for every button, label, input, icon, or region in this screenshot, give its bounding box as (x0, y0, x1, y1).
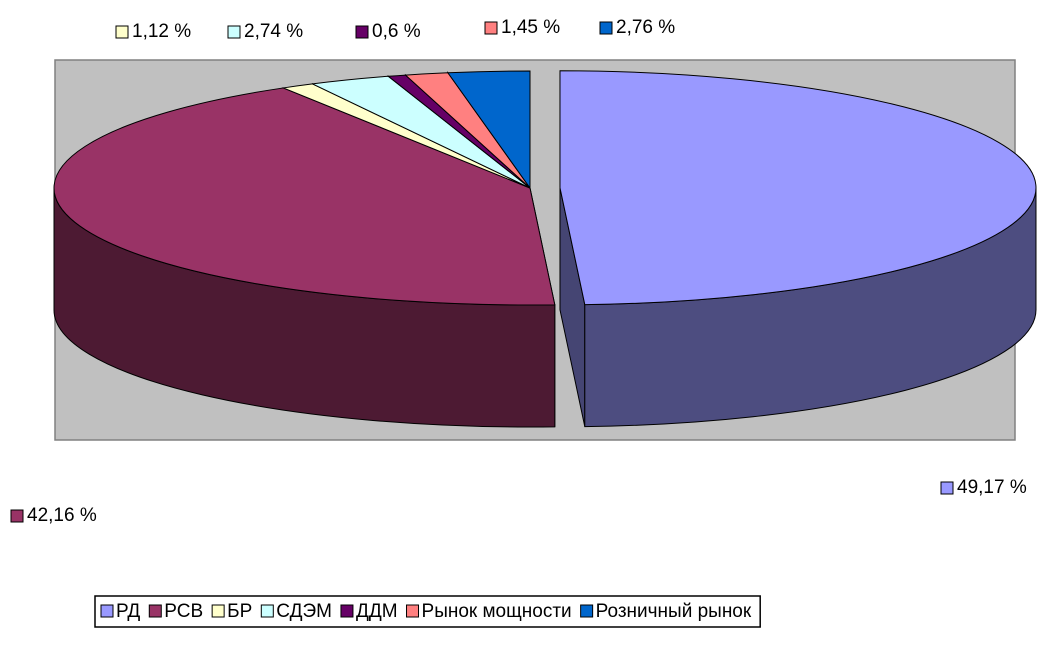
legend-key (211, 604, 225, 618)
data-label: 1,45 % (501, 17, 560, 38)
data-labels: 49,17 % 42,16 % 1,12 % 2,74 % 0,6 % 1,45 % 2,7… (10, 17, 1027, 526)
legend-label: Рынок мощности (422, 601, 572, 622)
slice (446, 70, 531, 190)
data-label: 0,6 % (372, 21, 421, 42)
label-key (599, 21, 613, 35)
data-label: 1,12 % (132, 21, 191, 42)
legend-key (100, 604, 114, 618)
data-label: 49,17 % (957, 477, 1027, 498)
slice (53, 87, 556, 306)
data-label: 2,74 % (244, 21, 303, 42)
label-key (10, 509, 24, 523)
legend-key (260, 604, 274, 618)
legend: РД РСВ БР СДЭМ ДДМ Рынок мощности Розничный ры… (94, 595, 761, 628)
pie (53, 70, 1037, 428)
legend-label: РД (116, 601, 140, 622)
legend-label: ДДМ (356, 601, 398, 622)
label-key (484, 21, 498, 35)
data-label: 42,16 % (27, 505, 97, 526)
label-key (940, 481, 954, 495)
legend-box (94, 595, 761, 628)
legend-label: Розничный рынок (596, 601, 752, 622)
label-key (355, 25, 369, 39)
slice (559, 70, 1037, 306)
legend-label: РСВ (164, 601, 203, 622)
legend-key (406, 604, 420, 618)
legend-key (580, 604, 594, 618)
legend-label: БР (227, 601, 252, 622)
legend-key (340, 604, 354, 618)
data-label: 2,76 % (616, 17, 675, 38)
label-key (115, 25, 129, 39)
legend-label: СДЭМ (276, 601, 332, 622)
label-key (227, 25, 241, 39)
legend-key (148, 604, 162, 618)
